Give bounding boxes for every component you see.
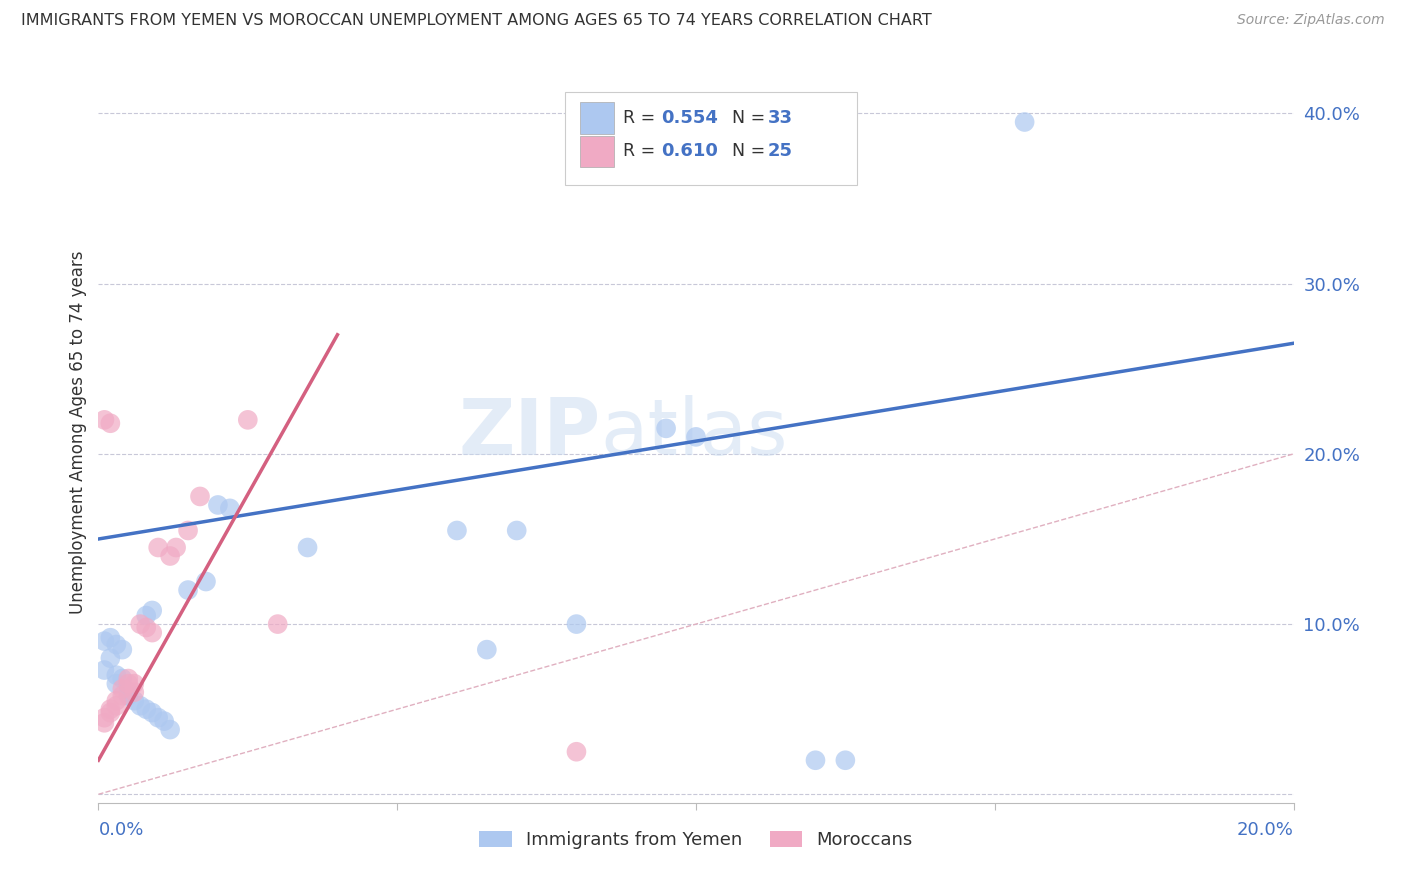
Point xyxy=(565,617,588,632)
Point xyxy=(105,694,128,708)
Text: ZIP: ZIP xyxy=(458,394,600,471)
Text: 33: 33 xyxy=(768,109,793,127)
Point xyxy=(834,753,856,767)
Point xyxy=(141,625,163,640)
Point xyxy=(159,549,181,563)
Text: N =: N = xyxy=(733,143,770,161)
Point xyxy=(141,706,163,720)
Point xyxy=(267,617,290,632)
Point xyxy=(446,524,468,538)
Point xyxy=(93,634,115,648)
Point xyxy=(655,421,678,435)
FancyBboxPatch shape xyxy=(581,136,613,167)
Point xyxy=(105,698,128,713)
Point xyxy=(177,582,200,597)
Point xyxy=(117,685,139,699)
Point xyxy=(129,698,152,713)
Point xyxy=(135,620,157,634)
Point xyxy=(135,608,157,623)
Point xyxy=(475,642,498,657)
Point xyxy=(159,723,181,737)
Text: 0.0%: 0.0% xyxy=(98,822,143,839)
Point xyxy=(135,702,157,716)
Point xyxy=(124,676,146,690)
Point xyxy=(98,631,122,645)
FancyBboxPatch shape xyxy=(565,92,858,185)
Point xyxy=(297,541,319,555)
Text: 25: 25 xyxy=(768,143,793,161)
Point xyxy=(93,413,115,427)
Point xyxy=(124,685,146,699)
Point xyxy=(105,638,128,652)
Point xyxy=(148,541,170,555)
Point xyxy=(124,694,146,708)
Point xyxy=(111,681,134,696)
Text: R =: R = xyxy=(623,143,661,161)
Point xyxy=(117,689,139,703)
Legend: Immigrants from Yemen, Moroccans: Immigrants from Yemen, Moroccans xyxy=(472,824,920,856)
Text: 0.554: 0.554 xyxy=(661,109,718,127)
Y-axis label: Unemployment Among Ages 65 to 74 years: Unemployment Among Ages 65 to 74 years xyxy=(69,251,87,615)
Point xyxy=(195,574,218,589)
Text: 20.0%: 20.0% xyxy=(1237,822,1294,839)
Point xyxy=(111,689,134,703)
Text: 0.610: 0.610 xyxy=(661,143,718,161)
Point xyxy=(117,672,139,686)
Text: N =: N = xyxy=(733,109,770,127)
Point xyxy=(98,706,122,720)
Point xyxy=(1014,115,1036,129)
Point xyxy=(111,642,134,657)
Point xyxy=(105,668,128,682)
Text: atlas: atlas xyxy=(600,394,787,471)
FancyBboxPatch shape xyxy=(581,103,613,134)
Point xyxy=(804,753,827,767)
Point xyxy=(207,498,229,512)
Point xyxy=(93,663,115,677)
Point xyxy=(565,745,588,759)
Point xyxy=(188,490,211,504)
Text: R =: R = xyxy=(623,109,661,127)
Point xyxy=(153,714,176,728)
Point xyxy=(141,603,163,617)
Point xyxy=(506,524,529,538)
Text: Source: ZipAtlas.com: Source: ZipAtlas.com xyxy=(1237,13,1385,28)
Point xyxy=(93,711,115,725)
Point xyxy=(685,430,707,444)
Point xyxy=(98,417,122,431)
Point xyxy=(129,617,152,632)
Point xyxy=(111,672,134,686)
Text: IMMIGRANTS FROM YEMEN VS MOROCCAN UNEMPLOYMENT AMONG AGES 65 TO 74 YEARS CORRELA: IMMIGRANTS FROM YEMEN VS MOROCCAN UNEMPL… xyxy=(21,13,932,29)
Point xyxy=(236,413,259,427)
Point xyxy=(219,501,242,516)
Point xyxy=(105,676,128,690)
Point xyxy=(117,676,139,690)
Point xyxy=(98,702,122,716)
Point xyxy=(148,711,170,725)
Point xyxy=(93,715,115,730)
Point xyxy=(177,524,200,538)
Point xyxy=(98,651,122,665)
Point xyxy=(165,541,187,555)
